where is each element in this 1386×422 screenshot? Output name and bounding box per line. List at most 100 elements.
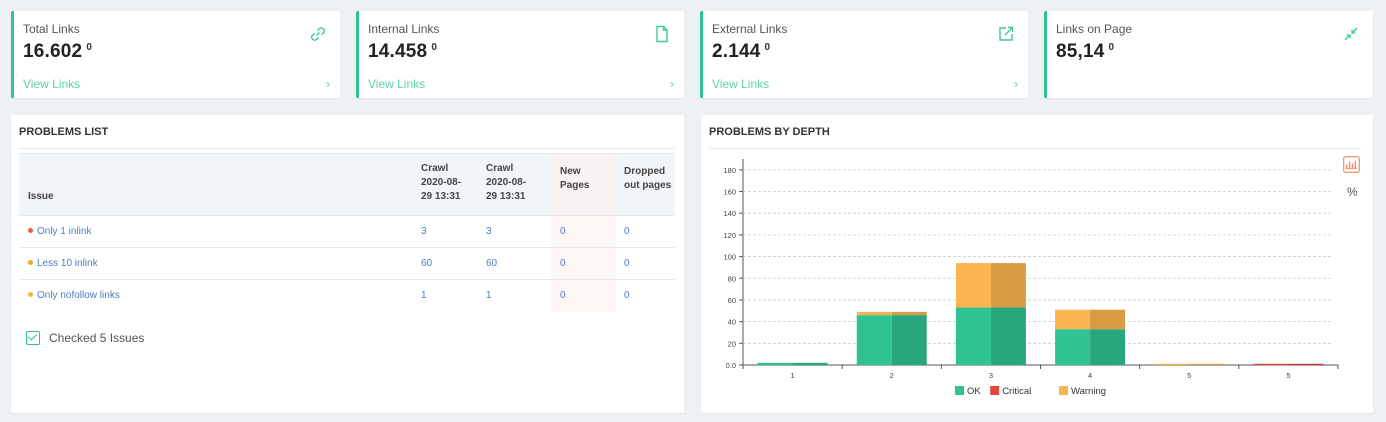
view-links-link[interactable]: View Links <box>712 77 770 91</box>
chevron-right-icon[interactable]: › <box>326 77 330 91</box>
new-pages-cell[interactable]: 0 <box>551 247 616 280</box>
stat-value: 16.602 0 <box>23 41 93 62</box>
y-tick-label: 60 <box>728 296 736 305</box>
table-row[interactable]: Less 10 inlink 60 60 0 0 <box>19 247 675 280</box>
bar-segment-ok <box>891 315 927 365</box>
collapse-arrows-icon <box>1344 27 1358 41</box>
bar-segment-warning <box>891 311 927 316</box>
panel-title: PROBLEMS BY DEPTH <box>709 126 830 138</box>
bar-segment-warning <box>1090 309 1126 330</box>
x-tick-label: 5 <box>1187 371 1191 380</box>
y-tick-label: 120 <box>723 231 736 240</box>
checked-issues-label: Checked 5 Issues <box>49 331 145 345</box>
x-tick-label: 5 <box>1286 371 1290 380</box>
column-header-issue[interactable]: Issue <box>19 153 421 216</box>
chart-type-icon[interactable] <box>1343 156 1360 173</box>
stat-label: External Links <box>712 22 788 36</box>
column-header-new-pages[interactable]: New Pages <box>551 153 616 216</box>
stat-value: 2.144 0 <box>712 41 771 62</box>
stat-value: 85,14 0 <box>1056 41 1115 62</box>
crawl-1-cell[interactable]: 1 <box>421 279 486 312</box>
bar-segment-warning <box>1055 309 1091 330</box>
percent-toggle[interactable]: % <box>1347 185 1358 199</box>
issue-cell[interactable]: Only 1 inlink <box>19 215 421 248</box>
panel-divider <box>709 148 1361 149</box>
new-pages-cell[interactable]: 0 <box>551 215 616 248</box>
stat-label: Total Links <box>23 22 80 36</box>
x-tick-label: 1 <box>790 371 794 380</box>
bar-segment-ok <box>1090 329 1126 365</box>
legend-swatch-critical <box>990 386 1000 395</box>
dropped-pages-cell[interactable]: 0 <box>616 279 675 312</box>
crawl-2-cell[interactable]: 1 <box>486 279 551 312</box>
problems-by-depth-chart: 0.0 20 40 60 80 100 120 140 160 180 1 2 3 4 5 5 OK Critic… <box>723 159 1339 397</box>
stat-card-external-links: External Links 2.144 0 View Links › <box>700 11 1028 98</box>
new-pages-cell[interactable]: 0 <box>551 279 616 312</box>
x-tick-label: 3 <box>989 371 993 380</box>
issue-link[interactable]: Only 1 inlink <box>37 226 92 237</box>
y-tick-label: 100 <box>723 253 736 262</box>
bar-segment-ok <box>990 307 1026 365</box>
view-links-link[interactable]: View Links <box>23 77 81 91</box>
bar-segment-ok <box>1055 329 1091 365</box>
stat-card-links-on-page: Links on Page 85,14 0 <box>1044 11 1373 98</box>
x-tick-label: 2 <box>890 371 894 380</box>
bar-segment-warning <box>990 263 1026 308</box>
issue-link[interactable]: Only nofollow links <box>37 290 120 302</box>
stat-card-internal-links: Internal Links 14.458 0 View Links › <box>356 11 684 98</box>
y-tick-label: 20 <box>728 339 736 348</box>
chevron-right-icon[interactable]: › <box>670 77 674 91</box>
problems-list-panel: PROBLEMS LIST Issue Crawl 2020-08- 29 13… <box>11 115 684 413</box>
legend-label-ok: OK <box>967 386 981 397</box>
crawl-1-cell[interactable]: 3 <box>421 215 486 248</box>
legend-label-critical: Critical <box>1002 386 1031 397</box>
stat-value: 14.458 0 <box>368 41 438 62</box>
bar-segment-critical <box>1288 363 1324 365</box>
crawl-1-cell[interactable]: 60 <box>421 247 486 280</box>
legend-swatch-ok <box>955 386 964 395</box>
external-link-icon <box>999 26 1014 41</box>
bar-segment-warning <box>1189 363 1225 365</box>
checkbox-icon[interactable] <box>26 331 40 345</box>
issue-cell[interactable]: Less 10 inlink <box>19 247 421 280</box>
column-header-crawl-1[interactable]: Crawl 2020-08- 29 13:31 <box>421 153 486 216</box>
y-tick-label: 40 <box>728 318 736 327</box>
stat-label: Links on Page <box>1056 22 1133 36</box>
bar-segment-warning <box>856 311 892 316</box>
stat-card-total-links: Total Links 16.602 0 View Links › <box>11 11 340 98</box>
stat-delta: 0 <box>764 42 771 53</box>
legend-label-warning: Warning <box>1071 386 1106 397</box>
dropped-pages-cell[interactable]: 0 <box>616 215 675 248</box>
stat-delta: 0 <box>1108 42 1115 53</box>
bar-segment-warning <box>955 263 991 308</box>
stat-delta: 0 <box>431 42 438 53</box>
column-header-crawl-2[interactable]: Crawl 2020-08- 29 13:31 <box>486 153 551 216</box>
bar-segment-ok <box>856 315 892 365</box>
y-tick-label: 160 <box>723 188 736 197</box>
y-tick-label: 180 <box>723 166 736 175</box>
panel-divider <box>19 148 675 149</box>
checked-issues[interactable]: Checked 5 Issues <box>26 331 144 345</box>
severity-dot-icon <box>28 292 33 298</box>
column-header-dropped-out-pages[interactable]: Dropped out pages <box>616 153 675 216</box>
bar-segment-critical <box>1253 363 1289 365</box>
table-row[interactable]: Only 1 inlink 3 3 0 0 <box>19 215 675 248</box>
stat-label: Internal Links <box>368 22 440 36</box>
legend-swatch-warning <box>1059 386 1068 395</box>
chevron-right-icon[interactable]: › <box>1014 77 1018 91</box>
y-tick-label: 80 <box>728 274 736 283</box>
crawl-2-cell[interactable]: 3 <box>486 215 551 248</box>
issue-link[interactable]: Less 10 inlink <box>37 258 98 269</box>
severity-dot-icon <box>28 228 33 233</box>
y-tick-label: 140 <box>723 209 736 218</box>
link-icon <box>311 27 325 41</box>
view-links-link[interactable]: View Links <box>368 77 426 91</box>
bar-segment-ok <box>757 362 793 365</box>
problems-table: Issue Crawl 2020-08- 29 13:31 Crawl 2020… <box>19 153 675 312</box>
bar-segment-ok <box>792 362 828 365</box>
crawl-2-cell[interactable]: 60 <box>486 247 551 280</box>
dropped-pages-cell[interactable]: 0 <box>616 247 675 280</box>
table-row[interactable]: Only nofollow links 1 1 0 0 <box>19 279 675 312</box>
issue-cell[interactable]: Only nofollow links <box>19 279 421 312</box>
y-tick-label: 0.0 <box>726 361 736 370</box>
